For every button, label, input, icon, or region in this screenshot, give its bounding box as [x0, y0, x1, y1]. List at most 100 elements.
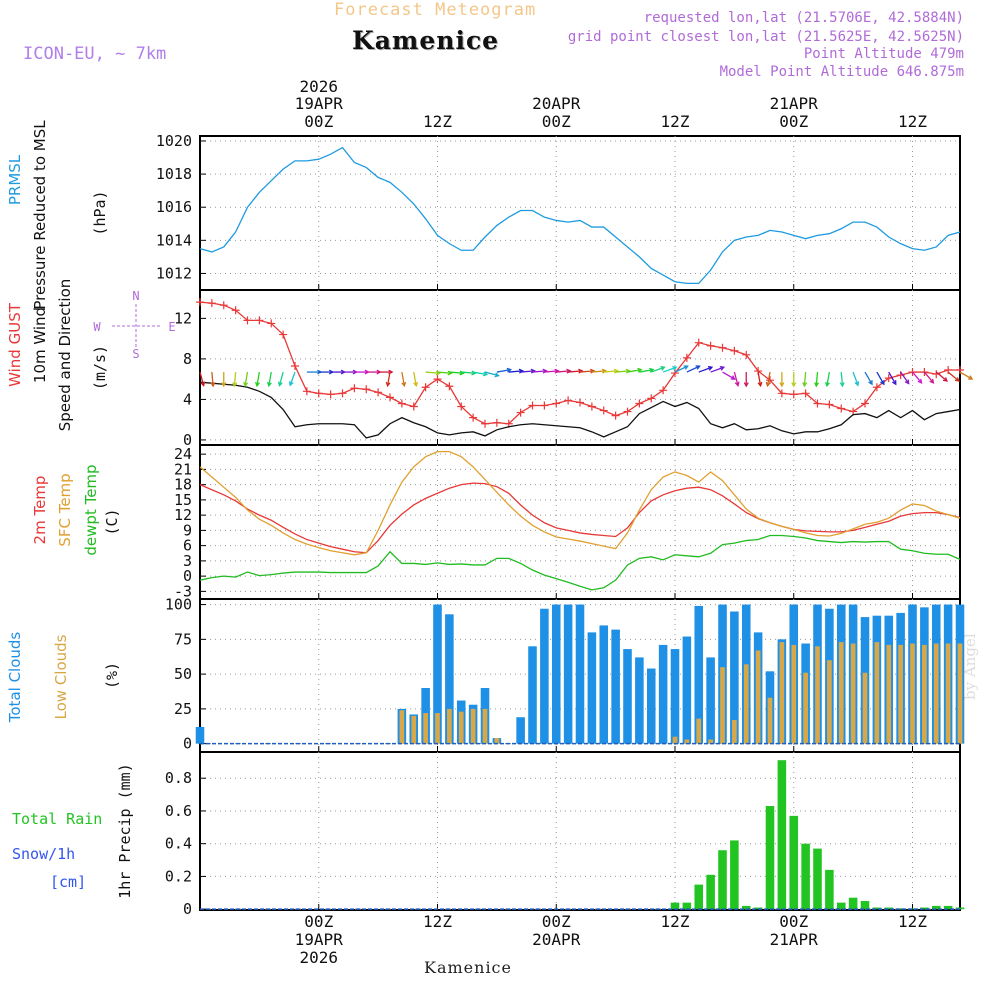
- wind-direction-arrowhead: [277, 381, 283, 387]
- wind-direction-arrowhead: [210, 382, 216, 388]
- gust-point-marker: [481, 419, 489, 428]
- gust-point-marker: [861, 399, 869, 408]
- gust-point-marker: [623, 407, 632, 416]
- ytick-label-temperature: 3: [183, 552, 192, 570]
- wind-direction-arrowhead: [942, 377, 949, 382]
- bar-total-clouds: [575, 604, 585, 744]
- gust-point-marker: [302, 387, 311, 396]
- bottom-axis-hour: 00Z: [304, 912, 333, 931]
- wind-direction-arrow: [199, 371, 205, 386]
- gust-point-marker: [552, 399, 561, 408]
- bar-total-rain: [860, 900, 870, 910]
- ytick-label-temperature: -3: [174, 582, 192, 600]
- wind-direction-arrow: [710, 366, 725, 373]
- top-axis-hour: 12Z: [423, 112, 452, 131]
- gust-point-marker: [659, 386, 668, 395]
- wind-direction-arrowhead: [401, 381, 407, 388]
- wind-direction-arrowhead: [266, 381, 272, 388]
- ytick-label-clouds: 0: [183, 735, 192, 753]
- gust-point-marker: [350, 384, 359, 393]
- wind-direction-arrow: [603, 370, 618, 373]
- wind-direction-arrow: [888, 371, 897, 385]
- gust-point-marker: [219, 301, 228, 310]
- wind-direction-arrowhead: [255, 381, 260, 388]
- wind-direction-arrow: [233, 372, 237, 387]
- ytick-label-pressure: 1018: [156, 165, 192, 183]
- wind-direction-arrow: [386, 371, 391, 386]
- bar-low-clouds: [720, 667, 725, 744]
- ytick-label-temperature: 21: [174, 460, 192, 478]
- ytick-label-wind: 12: [174, 309, 192, 327]
- wind-direction-arrow: [532, 370, 547, 373]
- bottom-axis-hour: 12Z: [661, 912, 690, 931]
- ytick-label-precip: 0.2: [165, 867, 192, 885]
- gust-point-marker: [314, 389, 323, 398]
- wind-direction-arrow: [662, 366, 677, 373]
- top-axis-year: 2026: [299, 77, 338, 96]
- gust-point-marker: [457, 402, 466, 411]
- gust-point-marker: [801, 389, 810, 398]
- wind-direction-arrow: [840, 372, 844, 387]
- wind-direction-arrowhead: [649, 367, 655, 373]
- wind-direction-arrow: [733, 371, 739, 386]
- gust-point-marker: [196, 298, 204, 307]
- bar-total-clouds: [682, 636, 692, 744]
- top-axis-date: 19APR: [295, 94, 344, 113]
- wind-direction-arrowhead: [601, 368, 608, 374]
- series-line-2m-temp: [199, 482, 961, 554]
- gust-point-marker: [872, 383, 881, 392]
- wind-direction-arrowhead: [637, 367, 643, 373]
- bar-low-clouds: [910, 643, 915, 744]
- bar-low-clouds: [470, 708, 476, 744]
- wind-direction-arrowhead: [707, 366, 714, 371]
- wind-direction-arrow: [815, 372, 819, 387]
- bar-low-clouds: [411, 715, 417, 744]
- wind-direction-arrow: [556, 370, 571, 373]
- gust-point-marker: [742, 350, 751, 359]
- gust-point-marker: [682, 353, 691, 362]
- ytick-label-wind: 8: [183, 350, 192, 368]
- bar-total-rain: [931, 905, 941, 910]
- bar-total-rain: [896, 908, 905, 910]
- gust-point-marker: [730, 346, 739, 355]
- wind-direction-arrowhead: [385, 381, 391, 388]
- wind-direction-arrow: [722, 371, 735, 380]
- gust-point-marker: [231, 306, 240, 315]
- wind-direction-arrowhead: [482, 371, 489, 377]
- bar-total-rain: [825, 869, 834, 910]
- gust-point-marker: [528, 401, 537, 410]
- bar-total-clouds: [658, 644, 668, 744]
- gust-point-marker: [516, 408, 525, 417]
- bottom-axis-date: 19APR: [295, 930, 344, 949]
- series-line-dewpt-temp: [199, 534, 961, 591]
- wind-direction-arrowhead: [672, 366, 678, 371]
- bar-total-clouds: [611, 629, 620, 744]
- bar-low-clouds: [672, 736, 678, 744]
- wind-direction-arrow: [766, 371, 771, 386]
- bar-low-clouds: [957, 643, 963, 744]
- ytick-label-clouds: 50: [174, 665, 192, 683]
- bar-low-clouds: [945, 643, 951, 744]
- gust-point-marker: [718, 343, 727, 352]
- ytick-label-pressure: 1012: [156, 264, 192, 282]
- wind-direction-arrow: [651, 366, 665, 373]
- bar-total-clouds: [540, 608, 549, 744]
- wind-direction-arrow: [615, 370, 630, 373]
- gust-point-marker: [837, 404, 846, 413]
- wind-direction-arrow: [413, 371, 417, 386]
- ytick-label-temperature: 24: [174, 445, 192, 463]
- bar-low-clouds: [862, 672, 868, 744]
- wind-direction-arrowhead: [791, 382, 797, 388]
- wind-direction-arrow: [864, 371, 873, 385]
- wind-direction-arrow: [757, 371, 762, 386]
- bar-total-rain: [753, 907, 763, 910]
- ytick-label-precip: 0.6: [165, 802, 192, 820]
- panel-label-temperature: dewpt Temp: [82, 464, 100, 555]
- wind-direction-arrowhead: [566, 368, 572, 374]
- forecast-meteogram-title: Forecast Meteogram: [334, 0, 537, 20]
- bar-low-clouds: [791, 644, 797, 744]
- ytick-label-temperature: 15: [174, 491, 192, 509]
- wind-direction-arrowhead: [868, 380, 873, 386]
- wind-direction-arrow: [211, 372, 214, 387]
